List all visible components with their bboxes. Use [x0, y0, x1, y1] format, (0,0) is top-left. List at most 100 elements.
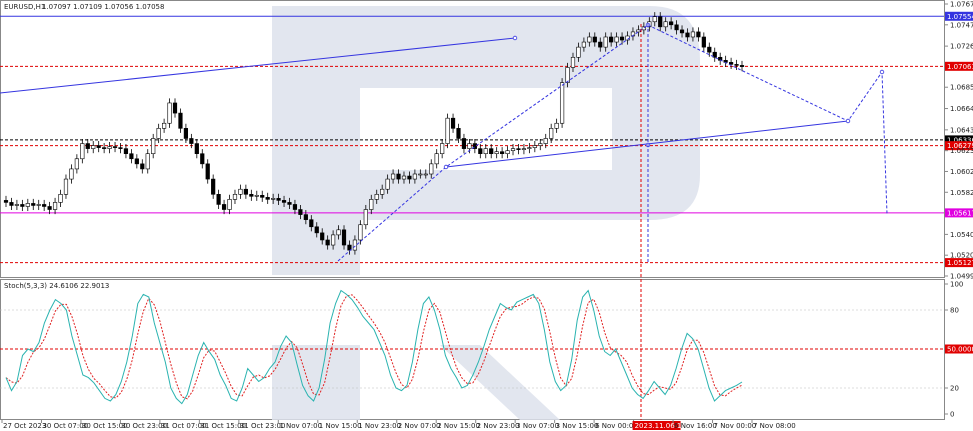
bear-candle [216, 193, 221, 205]
level-price-label: 1.06336 [947, 136, 973, 144]
bull-candle [227, 199, 232, 210]
bull-candle [336, 229, 341, 236]
bull-candle [690, 31, 696, 38]
bear-candle [723, 60, 728, 63]
bull-candle [440, 143, 445, 155]
stoch-tick-label: 100 [950, 281, 963, 289]
bear-candle [728, 62, 734, 65]
ohlc-readout: 1.07097 1.07109 1.07056 1.07058 [42, 3, 164, 11]
bull-candle [559, 82, 565, 124]
bear-candle [102, 147, 107, 149]
anchor-point [845, 118, 851, 124]
bull-candle [423, 173, 428, 176]
bull-candle [538, 143, 543, 146]
bull-candle [254, 195, 259, 197]
bear-candle [172, 102, 178, 114]
bull-candle [69, 168, 74, 180]
bear-candle [205, 163, 210, 180]
time-tick-label: 30 Oct 07:00 [42, 422, 88, 430]
bear-candle [472, 143, 477, 149]
bear-candle [265, 197, 270, 200]
bear-candle [609, 36, 614, 43]
bull-candle [614, 36, 619, 43]
bear-candle [42, 204, 47, 207]
bull-candle [636, 29, 641, 33]
bull-candle [385, 178, 390, 190]
bear-candle [407, 175, 412, 180]
bear-candle [129, 153, 134, 160]
bear-candle [118, 147, 123, 149]
bull-candle [483, 148, 488, 155]
price-tick-label: 1.04995 [950, 273, 973, 281]
bull-candle [151, 138, 156, 155]
price-tick-label: 1.07260 [950, 43, 973, 51]
bull-candle [510, 148, 516, 151]
price-tick-label: 1.07675 [950, 1, 973, 9]
stoch-mid-badge [945, 344, 973, 354]
stoch-tick-label: 80 [950, 307, 959, 315]
symbol-label: EURUSD,H1 [4, 3, 45, 11]
level-price-badge [945, 61, 973, 71]
bull-candle [390, 173, 396, 180]
bear-candle [96, 145, 101, 148]
bear-candle [456, 128, 461, 139]
time-tick-label: 27 Oct 2023 [3, 422, 46, 430]
anchor-point [443, 164, 449, 170]
stoch-title: Stoch(5,3,3) 24.6106 22.9013 [4, 282, 109, 290]
bear-candle [478, 148, 483, 155]
time-tick-label: 1 Nov 15:00 [319, 422, 362, 430]
bull-candle [663, 21, 668, 28]
bear-candle [309, 219, 314, 228]
price-tick-label: 1.05820 [950, 189, 973, 197]
price-tick-label: 1.05200 [950, 252, 973, 260]
bear-candle [592, 36, 597, 43]
bear-candle [31, 203, 36, 206]
time-tick-label: 7 Nov 08:00 [753, 422, 796, 430]
bear-candle [243, 188, 248, 195]
bear-candle [701, 36, 706, 48]
time-tick-label: 30 Oct 15:00 [82, 422, 128, 430]
time-tick-label: 3 Nov 07:00 [516, 422, 559, 430]
stoch-main-line [5, 289, 743, 405]
time-tick-label: 31 Oct 23:00 [240, 422, 286, 430]
stoch-tick-label: 0 [950, 411, 954, 419]
price-tick-label: 1.06230 [950, 147, 973, 155]
time-highlight-badge [632, 421, 681, 430]
bear-candle [112, 146, 118, 148]
bull-candle [167, 102, 172, 124]
price-panel-frame [0, 0, 945, 278]
bear-candle [194, 143, 199, 155]
bear-candle [298, 209, 303, 215]
price-tick-label: 1.06435 [950, 126, 973, 134]
bear-candle [619, 36, 625, 41]
bull-candle [25, 203, 30, 207]
bear-candle [189, 138, 194, 144]
bull-candle [587, 36, 592, 43]
bull-candle [156, 128, 161, 139]
bear-candle [347, 244, 352, 251]
time-tick-label: 30 Oct 23:00 [121, 422, 167, 430]
bear-candle [314, 226, 319, 234]
bull-candle [352, 239, 358, 251]
bear-candle [500, 151, 505, 155]
time-tick-label: 2 Nov 15:00 [437, 422, 480, 430]
anchor-point [512, 35, 518, 41]
time-tick-label: 1 Nov 23:00 [358, 422, 401, 430]
bull-candle [505, 150, 510, 155]
bear-candle [461, 138, 467, 149]
bear-candle [140, 163, 145, 170]
bear-candle [249, 193, 254, 197]
level-price-badge [945, 141, 973, 151]
bull-candle [58, 193, 63, 203]
time-tick-label: 6 Nov 00:00 [595, 422, 638, 430]
bear-candle [276, 198, 281, 201]
stoch-tick-label: 50.0000 [947, 346, 973, 354]
bear-candle [200, 153, 205, 165]
level-price-label: 1.07554 [947, 13, 973, 21]
price-tick-label: 1.06025 [950, 168, 973, 176]
bear-candle [325, 239, 330, 246]
time-tick-label: 31 Oct 07:00 [161, 422, 207, 430]
level-price-label: 1.05127 [947, 259, 973, 267]
